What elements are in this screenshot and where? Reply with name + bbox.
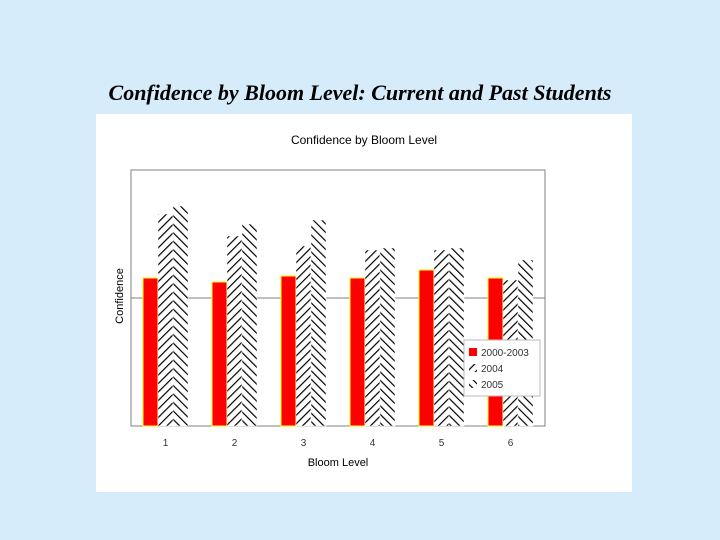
legend: 2000-2003 2004 2005 <box>463 339 541 397</box>
bar-2000-2003-level-3 <box>280 275 297 427</box>
legend-label: 2004 <box>481 364 504 375</box>
bar-2004-level-2 <box>226 235 243 427</box>
y-axis-label: Confidence <box>114 268 126 324</box>
bar-2005-level-5 <box>448 247 465 427</box>
x-tick-label: 3 <box>301 438 307 449</box>
legend-swatch <box>469 380 477 388</box>
legend-swatch <box>469 364 477 372</box>
bar-2000-2003-level-4 <box>349 277 366 427</box>
bar-chart: Confidence by Bloom Level 1 2 3 4 5 6 Bloom L… <box>114 133 546 469</box>
legend-swatch <box>469 348 477 356</box>
x-tick-label: 4 <box>370 438 376 449</box>
bar-2000-2003-level-1 <box>142 277 159 427</box>
chart-title: Confidence by Bloom Level <box>291 133 437 147</box>
bar-2005-level-1 <box>172 205 189 427</box>
x-tick-label: 2 <box>232 438 238 449</box>
bar-2005-level-3 <box>310 219 327 427</box>
x-tick-label: 6 <box>508 438 514 449</box>
slide-title: Confidence by Bloom Level: Current and P… <box>108 80 612 105</box>
bar-2005-level-2 <box>241 223 258 427</box>
bar-2000-2003-level-5 <box>418 269 435 427</box>
bar-2004-level-1 <box>157 213 174 427</box>
x-axis-label: Bloom Level <box>308 457 369 469</box>
legend-label: 2005 <box>481 380 504 391</box>
bar-2004-level-4 <box>364 249 381 427</box>
chart-panel: Confidence by Bloom Level 1 2 3 4 5 6 Bloom L… <box>96 114 632 492</box>
x-tick-label: 1 <box>163 438 169 449</box>
bar-2004-level-3 <box>295 245 312 427</box>
x-tick-labels: 1 2 3 4 5 6 <box>163 438 514 449</box>
bar-2000-2003-level-2 <box>211 281 228 427</box>
bar-2005-level-4 <box>379 247 396 427</box>
legend-label: 2000-2003 <box>481 348 529 359</box>
bar-2004-level-5 <box>433 249 450 427</box>
x-tick-label: 5 <box>439 438 445 449</box>
